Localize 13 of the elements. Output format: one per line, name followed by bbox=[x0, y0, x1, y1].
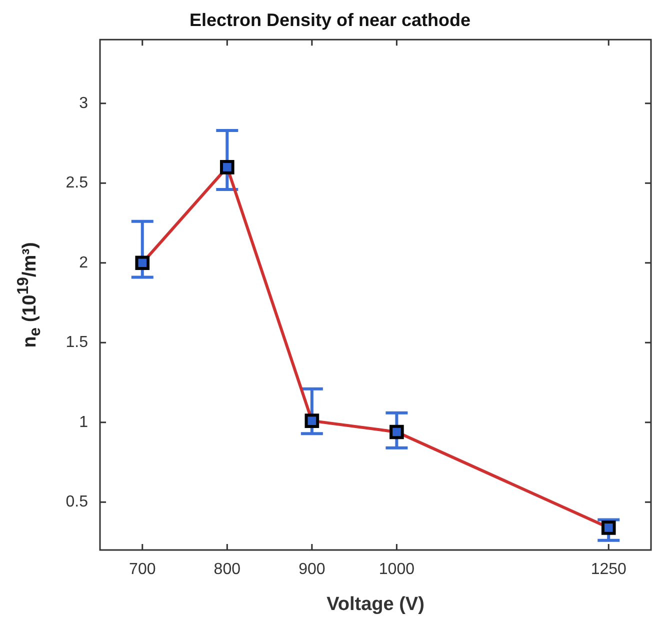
x-tick-label: 1250 bbox=[590, 561, 627, 578]
x-tick-label: 900 bbox=[298, 561, 326, 578]
y-tick-label: 2 bbox=[79, 254, 88, 272]
chart-title: Electron Density of near cathode bbox=[189, 10, 471, 30]
x-tick-label: 800 bbox=[214, 561, 241, 578]
y-tick-label: 1 bbox=[79, 414, 88, 431]
y-tick-label: 1.5 bbox=[66, 334, 88, 352]
x-axis-title: Voltage (V) bbox=[326, 594, 424, 615]
x-tick-label: 700 bbox=[129, 561, 156, 578]
x-tick-label: 1000 bbox=[378, 561, 415, 578]
y-tick-label: 3 bbox=[79, 94, 88, 112]
y-tick-label: 0.5 bbox=[66, 494, 88, 511]
y-tick-label: 2.5 bbox=[66, 174, 88, 192]
